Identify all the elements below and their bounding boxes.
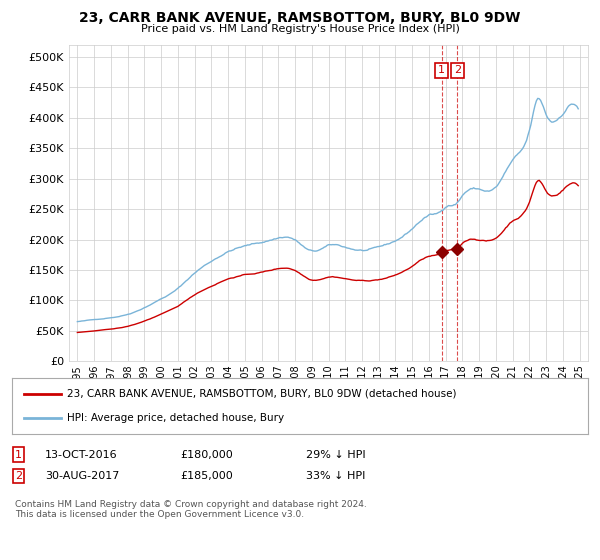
- Text: £180,000: £180,000: [180, 450, 233, 460]
- Text: £185,000: £185,000: [180, 471, 233, 481]
- Text: 1: 1: [438, 66, 445, 76]
- Text: 29% ↓ HPI: 29% ↓ HPI: [306, 450, 365, 460]
- Text: 33% ↓ HPI: 33% ↓ HPI: [306, 471, 365, 481]
- Text: 1: 1: [15, 450, 22, 460]
- Text: 23, CARR BANK AVENUE, RAMSBOTTOM, BURY, BL0 9DW: 23, CARR BANK AVENUE, RAMSBOTTOM, BURY, …: [79, 11, 521, 25]
- Text: Price paid vs. HM Land Registry's House Price Index (HPI): Price paid vs. HM Land Registry's House …: [140, 24, 460, 34]
- Text: HPI: Average price, detached house, Bury: HPI: Average price, detached house, Bury: [67, 413, 284, 423]
- Text: 2: 2: [15, 471, 22, 481]
- Text: 23, CARR BANK AVENUE, RAMSBOTTOM, BURY, BL0 9DW (detached house): 23, CARR BANK AVENUE, RAMSBOTTOM, BURY, …: [67, 389, 456, 399]
- Text: 2: 2: [454, 66, 461, 76]
- Text: 13-OCT-2016: 13-OCT-2016: [45, 450, 118, 460]
- Text: Contains HM Land Registry data © Crown copyright and database right 2024.
This d: Contains HM Land Registry data © Crown c…: [15, 500, 367, 519]
- Text: 30-AUG-2017: 30-AUG-2017: [45, 471, 119, 481]
